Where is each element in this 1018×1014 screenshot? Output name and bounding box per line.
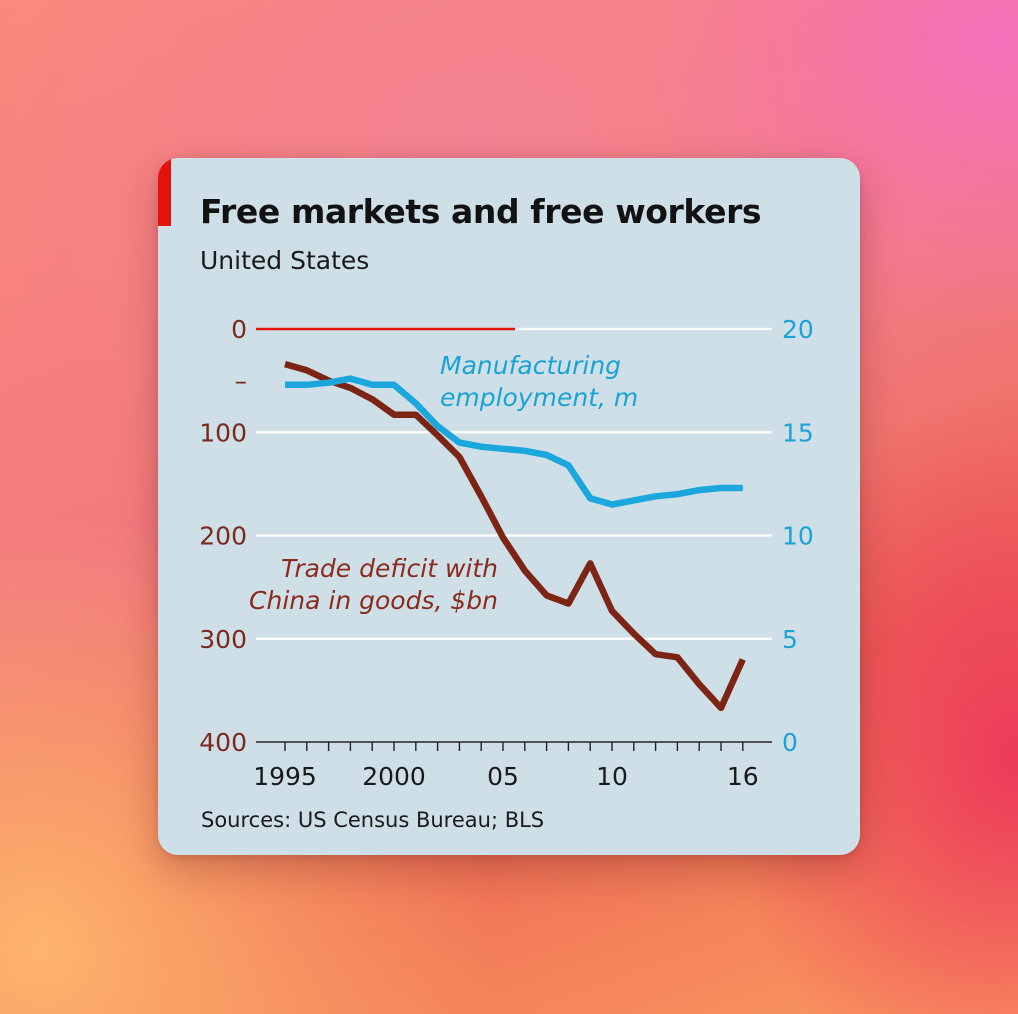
chart-plot: 0 – 100 200 300 400 20 15 10 5 0 1995 2000 05 10 16 Man… <box>199 315 814 791</box>
series-lines <box>284 360 746 712</box>
deficit-series-label: China in goods, $bn <box>249 586 498 615</box>
right-tick-label: 0 <box>782 728 798 757</box>
red-accent-tag <box>158 158 171 226</box>
right-tick-label: 15 <box>782 418 814 447</box>
chart-card: Free markets and free workers United Sta… <box>158 158 860 855</box>
manufacturing-employment-line <box>285 375 743 508</box>
series-labels: Manufacturing employment, m Trade deficit … <box>249 351 638 615</box>
left-tick-label: 300 <box>199 625 247 654</box>
left-tick-label: 400 <box>199 728 247 757</box>
chart-subtitle: United States <box>200 246 370 275</box>
x-tick-label: 05 <box>487 762 519 791</box>
chart-source: Sources: US Census Bureau; BLS <box>201 808 545 832</box>
x-tick-label: 1995 <box>253 762 317 791</box>
x-tick-label: 16 <box>727 762 759 791</box>
left-tick-label: – <box>235 367 248 396</box>
right-tick-label: 5 <box>782 625 798 654</box>
employment-series-label: employment, m <box>440 383 638 412</box>
right-tick-label: 20 <box>782 315 814 344</box>
x-tick-label: 10 <box>596 762 628 791</box>
chart-title: Free markets and free workers <box>200 192 762 231</box>
left-tick-label: 200 <box>199 522 247 551</box>
tick-labels: 0 – 100 200 300 400 20 15 10 5 0 1995 2000 05 10 16 <box>199 315 814 791</box>
gridlines <box>256 327 772 751</box>
trade-deficit-line <box>284 360 746 712</box>
right-tick-label: 10 <box>782 522 814 551</box>
left-tick-label: 0 <box>231 315 247 344</box>
employment-series-label: Manufacturing <box>440 351 621 380</box>
left-tick-label: 100 <box>199 418 247 447</box>
x-tick-label: 2000 <box>362 762 426 791</box>
deficit-series-label: Trade deficit with <box>281 554 498 583</box>
